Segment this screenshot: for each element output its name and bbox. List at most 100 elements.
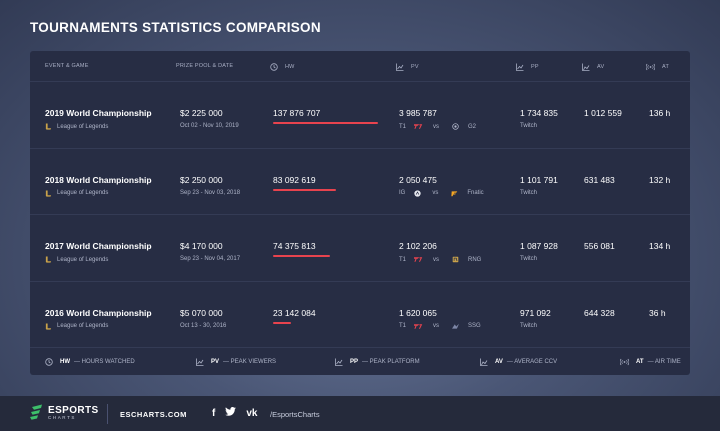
prize-cell: $2 225 000 Oct 02 - Nov 10, 2019 xyxy=(180,108,239,129)
prize-pool: $4 170 000 xyxy=(180,241,223,251)
ssg-logo-icon xyxy=(452,323,460,329)
event-name[interactable]: 2019 World Championship xyxy=(45,108,152,118)
peak-viewers: 2 050 475 xyxy=(399,174,437,185)
hours-watched: 83 092 619 xyxy=(273,174,316,185)
event-cell: 2016 World Championship League of Legend… xyxy=(45,308,152,330)
vs-label: vs xyxy=(433,323,440,329)
esports-charts-logo[interactable]: ESPORTS CHARTS xyxy=(30,404,99,422)
column-header-at[interactable]: AT xyxy=(646,63,669,71)
at-cell: 134 h xyxy=(649,241,670,251)
rng-logo-icon xyxy=(452,256,459,263)
clock-icon xyxy=(270,63,278,71)
column-header-pv[interactable]: PV xyxy=(396,63,419,71)
platform-name: Twitch xyxy=(520,123,538,129)
team-2: SSG xyxy=(468,323,481,329)
column-header-prize[interactable]: PRIZE POOL & DATE xyxy=(176,63,234,69)
pv-cell: 1 620 065 T1 vs SSG xyxy=(399,308,481,330)
final-teams: T1 vs SSG xyxy=(399,323,481,330)
column-header-av[interactable]: AV xyxy=(582,63,604,71)
team-1: T1 xyxy=(399,323,407,329)
hw-cell: 74 375 813 xyxy=(273,241,330,257)
team-2: Fnatic xyxy=(467,190,484,196)
page-title: TOURNAMENTS STATISTICS COMPARISON xyxy=(30,20,321,35)
league-of-legends-icon xyxy=(45,123,52,130)
legend-hw: HW — HOURS WATCHED xyxy=(45,358,135,366)
av-cell: 1 012 559 xyxy=(584,108,622,118)
vk-icon[interactable]: vk xyxy=(246,407,258,419)
social-links: f vk xyxy=(212,407,267,419)
peak-platform-viewers: 1 087 928 xyxy=(520,241,558,251)
vs-label: vs xyxy=(433,256,440,263)
social-handle[interactable]: /EsportsCharts xyxy=(270,410,320,419)
average-ccv: 644 328 xyxy=(584,307,615,318)
pp-cell: 1 087 928 Twitch xyxy=(520,241,558,262)
t1-logo-icon xyxy=(414,323,423,329)
event-dates: Oct 13 - 30, 2016 xyxy=(180,322,227,329)
league-of-legends-icon xyxy=(45,189,52,197)
t1-logo-icon xyxy=(414,124,423,129)
line-chart-icon xyxy=(196,358,204,366)
at-cell: 136 h xyxy=(649,108,670,118)
broadcast-icon xyxy=(646,63,655,71)
av-cell: 631 483 xyxy=(584,175,615,185)
game-label: League of Legends xyxy=(45,322,152,330)
pv-cell: 2 102 206 T1 vs RNG xyxy=(399,241,481,263)
final-teams: T1 vs RNG xyxy=(399,256,481,263)
air-time: 36 h xyxy=(649,307,666,318)
hours-watched: 23 142 084 xyxy=(273,307,316,318)
game-label: League of Legends xyxy=(45,123,152,130)
final-teams: T1 vs G2 xyxy=(399,123,476,130)
event-name[interactable]: 2017 World Championship xyxy=(45,241,152,251)
prize-cell: $2 250 000 Sep 23 - Nov 03, 2018 xyxy=(180,175,240,196)
column-header-pp[interactable]: PP xyxy=(516,63,539,71)
hours-watched-bar xyxy=(273,188,336,191)
team-1: T1 xyxy=(399,123,407,130)
peak-platform-viewers: 1 734 835 xyxy=(520,108,558,118)
table-row[interactable]: 2019 World Championship League of Legend… xyxy=(30,81,690,143)
peak-platform-viewers: 971 092 xyxy=(520,307,551,318)
legend-bar: HW — HOURS WATCHED PV — PEAK VIEWERS PP — P… xyxy=(30,347,690,375)
table-row[interactable]: 2016 World Championship League of Legend… xyxy=(30,280,690,343)
website-link[interactable]: ESCHARTS.COM xyxy=(120,410,187,419)
table-row[interactable]: 2017 World Championship League of Legend… xyxy=(30,214,690,276)
table-row[interactable]: 2018 World Championship League of Legend… xyxy=(30,147,690,210)
facebook-icon[interactable]: f xyxy=(212,407,216,419)
hours-watched-bar xyxy=(273,255,330,257)
hw-cell: 83 092 619 xyxy=(273,175,336,191)
prize-pool: $2 250 000 xyxy=(180,174,223,185)
vs-label: vs xyxy=(432,190,439,196)
hours-watched-bar xyxy=(273,122,378,124)
av-cell: 556 081 xyxy=(584,241,615,251)
team-1: IG xyxy=(399,190,406,196)
prize-pool: $5 070 000 xyxy=(180,307,223,318)
clock-icon xyxy=(45,358,53,366)
platform-name: Twitch xyxy=(520,322,538,329)
footer-divider xyxy=(107,404,108,424)
area-chart-icon xyxy=(480,358,488,366)
team-2: RNG xyxy=(468,256,482,263)
legend-pv: PV — PEAK VIEWERS xyxy=(196,358,276,366)
broadcast-icon xyxy=(620,358,629,366)
at-cell: 132 h xyxy=(649,175,670,185)
ig-logo-icon xyxy=(414,189,421,197)
event-name[interactable]: 2016 World Championship xyxy=(45,307,152,318)
peak-viewers: 1 620 065 xyxy=(399,307,437,318)
stats-table: EVENT & GAME PRIZE POOL & DATE HW PV PP … xyxy=(30,51,690,375)
average-ccv: 1 012 559 xyxy=(584,108,622,118)
prize-cell: $4 170 000 Sep 23 - Nov 04, 2017 xyxy=(180,241,240,262)
event-cell: 2018 World Championship League of Legend… xyxy=(45,175,152,197)
air-time: 132 h xyxy=(649,174,671,185)
column-header-event[interactable]: EVENT & GAME xyxy=(45,63,89,69)
legend-pp: PP — PEAK PLATFORM xyxy=(335,358,420,366)
pp-cell: 971 092 Twitch xyxy=(520,308,551,329)
prize-cell: $5 070 000 Oct 13 - 30, 2016 xyxy=(180,308,226,329)
twitter-icon[interactable] xyxy=(225,407,237,419)
team-1: T1 xyxy=(399,256,407,263)
air-time: 136 h xyxy=(649,108,671,118)
pv-cell: 2 050 475 IG vs Fnatic xyxy=(399,175,484,197)
team-2: G2 xyxy=(468,123,477,130)
column-header-hw[interactable]: HW xyxy=(270,63,295,71)
hours-watched: 137 876 707 xyxy=(273,108,321,118)
t1-logo-icon xyxy=(414,257,423,262)
event-name[interactable]: 2018 World Championship xyxy=(45,174,152,185)
